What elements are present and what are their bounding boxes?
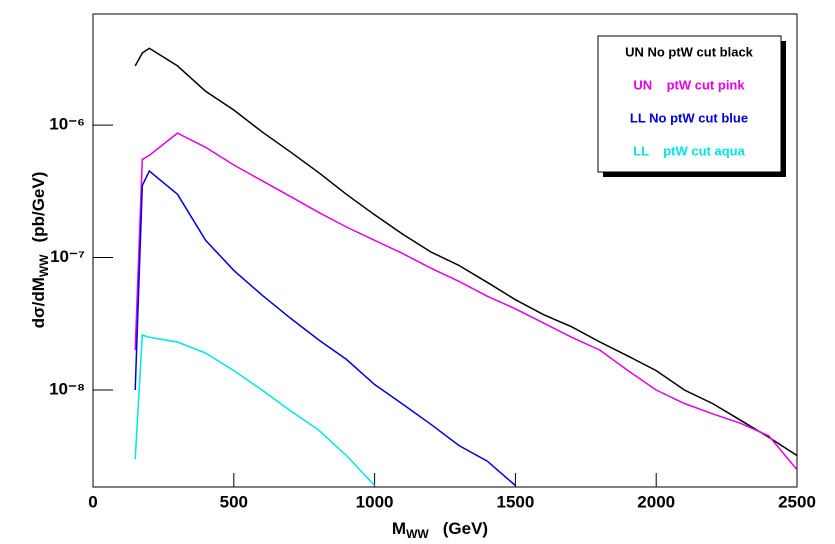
series-line: [134, 47, 797, 457]
x-tick-label: 1000: [356, 492, 394, 511]
series-line: [134, 132, 797, 471]
x-title-main: M: [392, 519, 406, 538]
y-tick-label: 10⁻⁷: [50, 247, 85, 266]
x-tick-label: 0: [88, 492, 97, 511]
y-title-sub: WW: [37, 254, 51, 277]
legend-entry: LL No ptW cut blue: [630, 110, 748, 125]
x-axis-title: MWW (GeV): [392, 519, 488, 541]
legend-entry: UN ptW cut pink: [633, 77, 745, 92]
x-title-sub: WW: [406, 527, 429, 541]
y-tick-label: 10⁻⁶: [49, 115, 85, 134]
y-tick-label: 10⁻⁸: [49, 379, 85, 398]
x-title-unit: (GeV): [443, 519, 488, 538]
series-line: [134, 169, 516, 487]
legend-entry: UN No ptW cut black: [625, 44, 754, 59]
legend-entry: LL ptW cut aqua: [633, 143, 745, 158]
plot-area: [134, 47, 797, 487]
x-tick-label: 1500: [496, 492, 534, 511]
series-line: [134, 333, 376, 487]
y-title-unit: (pb/GeV): [29, 172, 48, 243]
legend-box: [597, 35, 782, 173]
x-tick-label: 2500: [778, 492, 816, 511]
y-title-main: dσ/dM: [29, 277, 48, 328]
y-axis-title: dσ/dMWW (pb/GeV): [29, 172, 51, 329]
x-tick-label: 500: [220, 492, 248, 511]
x-tick-label: 2000: [637, 492, 675, 511]
